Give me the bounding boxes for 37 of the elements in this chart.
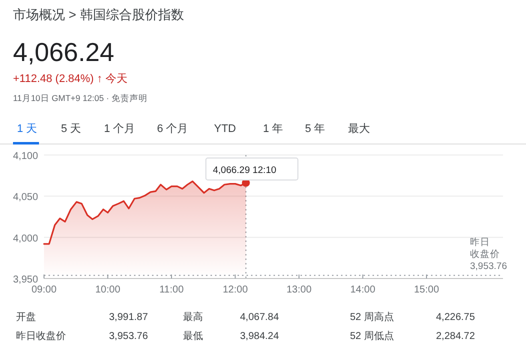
text: 2,284.72 xyxy=(436,331,476,342)
text: 5 年 xyxy=(305,123,326,135)
x-tick-label: 13:00 xyxy=(286,284,312,296)
text: 1 个月 xyxy=(104,123,136,135)
y-tick-label: 4,000 xyxy=(13,233,38,244)
x-tick-label: 09:00 xyxy=(31,284,57,296)
text: 最高 xyxy=(183,311,203,323)
text: 52 周高点 xyxy=(350,311,394,323)
text: 4,067.84 xyxy=(240,312,280,323)
x-tick-label: 12:00 xyxy=(222,284,248,296)
text: 昨日收盘价 xyxy=(16,330,66,342)
x-tick-label: 10:00 xyxy=(95,284,121,296)
text: 最大 xyxy=(348,122,370,135)
text: 11月10日 GMT+9 12:05 · 免责声明 xyxy=(13,93,148,103)
y-tick-label: 3,950 xyxy=(13,274,38,286)
text: 最低 xyxy=(183,331,203,342)
text: 52 周低点 xyxy=(350,330,394,342)
chart-subtitle: 4,066.24 xyxy=(13,37,114,67)
text: 4,226.75 xyxy=(436,312,476,323)
text: 3,953.76 xyxy=(109,331,148,342)
x-tick-label: 14:00 xyxy=(350,284,376,296)
text: YTD xyxy=(214,123,236,135)
x-tick-label: 15:00 xyxy=(414,284,440,296)
text: 6 个月 xyxy=(157,123,188,135)
text: 1 天 xyxy=(17,123,38,135)
annotation: 4,066.29 12:10 xyxy=(212,165,276,176)
text: 3,984.24 xyxy=(240,331,280,342)
y-tick-label: 4,050 xyxy=(13,192,38,204)
text: 开盘 xyxy=(16,311,36,323)
ref-line-label: 昨日收盘价3,953.76 xyxy=(470,237,507,274)
x-tick-label: 11:00 xyxy=(159,284,184,296)
text: 3,991.87 xyxy=(109,312,148,323)
chart-title: 市场概况 > 韩国综合股价指数 xyxy=(13,7,184,22)
text: 1 年 xyxy=(263,123,284,135)
y-tick-label: 4,100 xyxy=(13,151,38,162)
text: +112.48 (2.84%) ↑ 今天 xyxy=(13,73,128,85)
text: 5 天 xyxy=(61,123,82,135)
